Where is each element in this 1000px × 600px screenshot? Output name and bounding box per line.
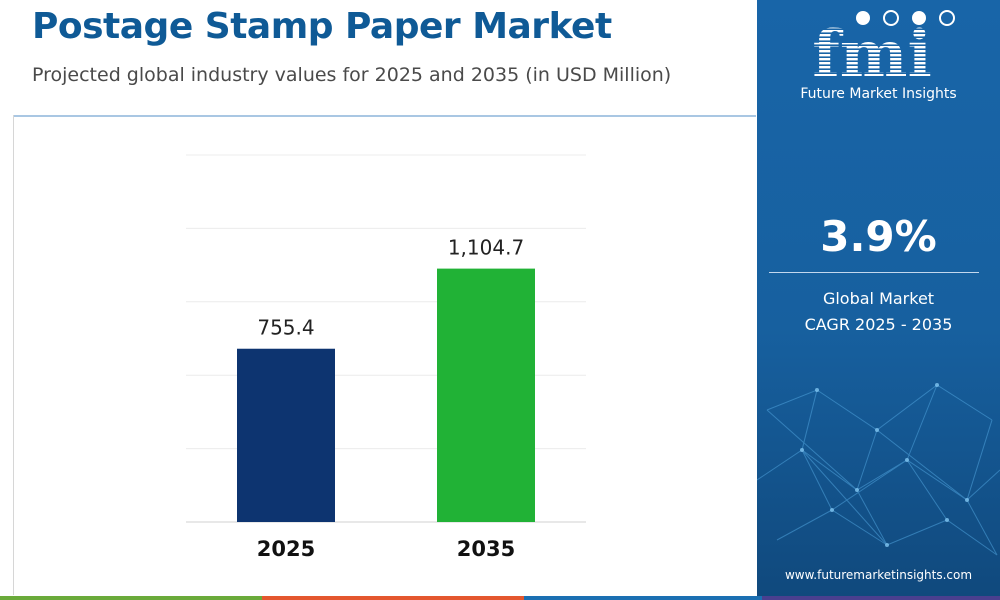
- network-graphic: [757, 383, 1000, 556]
- cagr-label-line1: Global Market: [822, 289, 935, 308]
- bar-chart: 755.4 2025 1,104.7 2035: [186, 154, 586, 561]
- footer-color-strip: [0, 596, 1000, 600]
- website-link[interactable]: www.futuremarketinsights.com: [784, 568, 973, 582]
- bar-2035: [437, 268, 535, 522]
- title-divider: [14, 115, 756, 117]
- footer-segment-orange: [262, 596, 524, 600]
- cagr-label: Global Market CAGR 2025 - 2035: [757, 286, 1000, 338]
- footer-segment-green: [0, 596, 262, 600]
- cagr-label-line2: CAGR 2025 - 2035: [804, 315, 953, 334]
- footer-segment-blue: [524, 596, 762, 600]
- brand-name: Future Market Insights: [800, 86, 957, 102]
- cagr-divider: [769, 272, 979, 273]
- chart-subtitle: Projected global industry values for 202…: [32, 64, 672, 86]
- fmi-logo-icon: fmi: [812, 22, 932, 82]
- bar-2025: [237, 348, 335, 522]
- panel-edge: [13, 115, 14, 595]
- footer-segment-purple: [762, 596, 1000, 600]
- cagr-value: 3.9%: [820, 212, 937, 261]
- people-icons: [856, 10, 955, 26]
- data-label-2035: 1,104.7: [448, 236, 524, 260]
- x-tick-label-2035: 2035: [457, 537, 515, 561]
- data-label-2025: 755.4: [257, 316, 314, 340]
- x-tick-label-2025: 2025: [257, 537, 315, 561]
- svg-text:fmi: fmi: [812, 22, 932, 82]
- brand-panel: fmi Future Market Insights 3.9% Global M…: [757, 0, 1000, 596]
- chart-title: Postage Stamp Paper Market: [32, 6, 612, 47]
- chart-panel: Postage Stamp Paper Market Projected glo…: [13, 6, 756, 595]
